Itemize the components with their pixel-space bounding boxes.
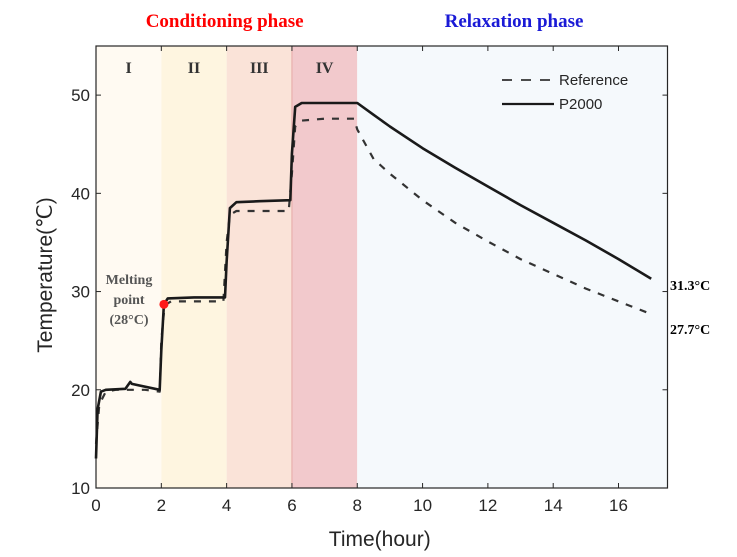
melting-point-label: (28°C) [109, 313, 148, 328]
stage-band-I [96, 46, 162, 488]
y-tick-label: 10 [71, 479, 90, 498]
stage-band-II [161, 46, 227, 488]
stage-label-I: I [126, 60, 132, 77]
legend-label-reference: Reference [559, 72, 628, 89]
x-tick-label: 2 [157, 496, 166, 515]
series-line-reference [94, 117, 652, 444]
x-tick-label: 8 [353, 496, 362, 515]
stage-label-II: II [188, 60, 200, 77]
stage-band-III [226, 46, 292, 488]
stage-label-IV: IV [316, 60, 334, 77]
phase-title-relaxation: Relaxation phase [445, 11, 584, 32]
stage-label-III: III [250, 60, 269, 77]
end-label-reference: 27.7°C [670, 323, 710, 338]
melting-point-label: point [113, 293, 144, 308]
y-axis-label: Temperature(℃) [34, 197, 57, 352]
end-label-p2000: 31.3°C [670, 279, 710, 294]
x-tick-label: 14 [544, 496, 563, 515]
melting-point-label: Melting [106, 273, 153, 288]
y-tick-label: 20 [71, 381, 90, 400]
x-tick-label: 4 [222, 496, 231, 515]
plot-frame [95, 45, 669, 489]
x-tick-label: 0 [91, 496, 100, 515]
legend-label-p2000: P2000 [559, 96, 602, 113]
series-line-p2000 [94, 101, 652, 459]
x-axis-label: Time(hour) [329, 528, 431, 551]
melting-point-marker [159, 299, 169, 309]
y-tick-label: 40 [71, 184, 90, 203]
y-tick-label: 50 [71, 86, 90, 105]
x-tick-label: 12 [478, 496, 497, 515]
stage-band-IV [291, 46, 358, 488]
x-tick-label: 10 [413, 496, 432, 515]
x-tick-label: 6 [287, 496, 296, 515]
y-tick-label: 30 [71, 283, 90, 302]
phase-title-conditioning: Conditioning phase [146, 11, 304, 32]
stage-band-relaxation [357, 46, 668, 488]
x-tick-label: 16 [609, 496, 628, 515]
